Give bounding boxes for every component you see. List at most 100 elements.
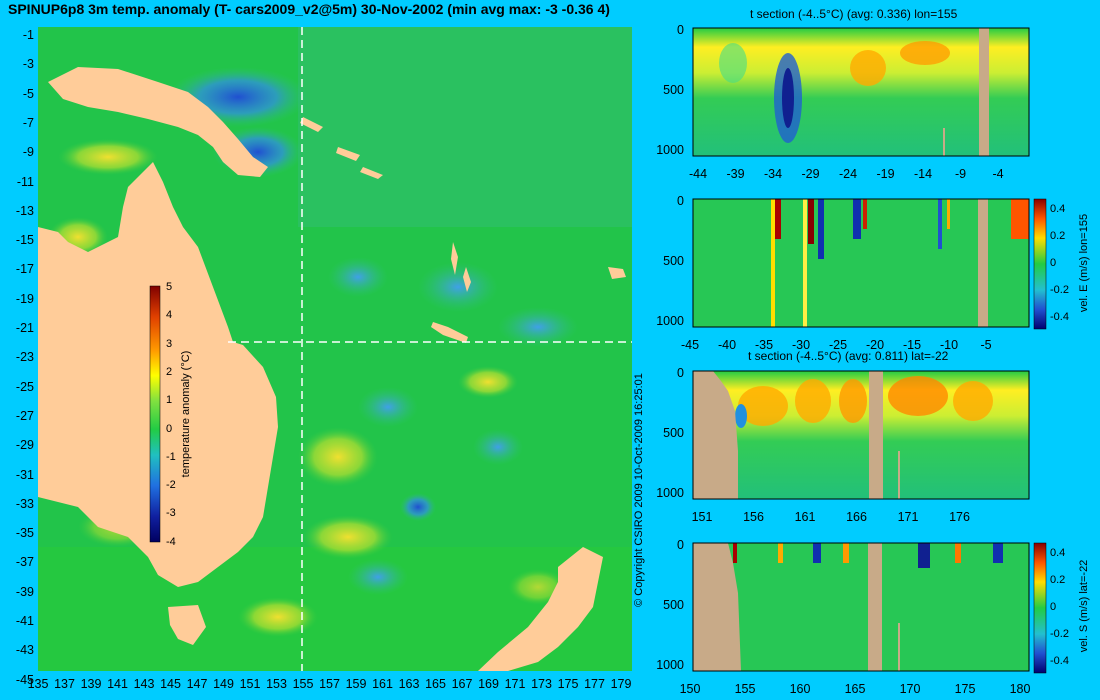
p1-y-tick: 0	[677, 23, 684, 37]
map-x-tick: 137	[54, 677, 75, 691]
p3-x-tick: 161	[794, 510, 816, 524]
solomon-islands	[300, 117, 383, 179]
map-x-tick: 135	[27, 677, 49, 691]
map-x-tick: 173	[531, 677, 552, 691]
panel-2-colorbar-label: vel. E (m/s) lon=155	[1078, 213, 1090, 313]
new-zealand-land	[478, 547, 603, 671]
p1-x-tick: -34	[763, 167, 783, 181]
p1-x-tick: -9	[954, 167, 967, 181]
map-colorbar-tick: 4	[166, 309, 173, 322]
map-colorbar-tick: 2	[166, 365, 173, 378]
p4-x-tick: 165	[844, 682, 866, 696]
p2-x-tick: -5	[980, 338, 992, 352]
new-caledonia-land	[431, 322, 468, 343]
map-y-tick: -13	[15, 203, 34, 218]
panel-3-plot	[692, 370, 1030, 500]
map-x-tick: 177	[584, 677, 605, 691]
map-x-tick: 175	[557, 677, 579, 691]
p2-cbar-tick: -0.4	[1050, 311, 1069, 323]
panel-1-plot	[692, 27, 1030, 157]
p4-x-tick: 180	[1009, 682, 1031, 696]
map-y-tick: -19	[15, 291, 34, 306]
p3-x-tick: 176	[949, 510, 970, 524]
map-x-tick: 167	[451, 677, 473, 691]
vanuatu-islands	[451, 242, 471, 292]
p1-x-tick: -24	[838, 167, 858, 181]
map-colorbar-tick: -3	[166, 507, 176, 520]
map-y-tick: -5	[22, 86, 34, 101]
map-x-tick: 161	[372, 677, 393, 691]
p1-y-tick: 500	[663, 83, 684, 97]
map-y-tick: -27	[15, 408, 34, 423]
map-x-tick: 147	[186, 677, 208, 691]
panel-3-title: t section (-4..5°C) (avg: 0.811) lat=-22	[748, 349, 949, 363]
p4-x-tick: 170	[899, 682, 921, 696]
map-x-tick: 165	[425, 677, 446, 691]
map-x-tick: 169	[478, 677, 499, 691]
map-colorbar	[149, 285, 161, 543]
p3-x-tick: 171	[897, 510, 919, 524]
map-y-tick: -21	[15, 321, 34, 335]
map-colorbar-tick: 0	[166, 422, 173, 435]
p2-x-tick: -15	[902, 338, 922, 352]
p2-x-tick: -45	[680, 338, 700, 352]
map-x-tick: 141	[107, 677, 128, 691]
map-x-tick: 171	[504, 677, 526, 691]
new-guinea-land	[48, 67, 268, 177]
p4-cbar-tick: 0	[1050, 601, 1057, 613]
p4-x-tick: 150	[679, 682, 701, 696]
panel-2-colorbar	[1033, 198, 1047, 330]
p2-cbar-tick: 0.4	[1050, 203, 1066, 215]
map-y-tick: -29	[15, 438, 34, 453]
map-y-tick: -41	[15, 614, 34, 628]
tasmania-land	[168, 605, 206, 645]
p3-y-tick: 500	[663, 426, 684, 440]
p3-x-tick: 151	[691, 510, 713, 524]
p2-x-tick: -40	[717, 338, 737, 352]
map-y-tick: -3	[22, 57, 34, 72]
p4-y-tick: 1000	[656, 658, 684, 672]
map-x-tick: 157	[319, 677, 340, 691]
map-y-tick: -31	[15, 467, 34, 482]
map-colorbar-tick: 3	[166, 337, 173, 350]
p2-x-tick: -10	[939, 338, 959, 352]
p2-cbar-tick: -0.2	[1050, 284, 1069, 296]
panel-4-colorbar	[1033, 542, 1047, 674]
map-y-tick: -7	[22, 115, 34, 130]
p2-cbar-tick: 0.2	[1050, 230, 1066, 242]
map-y-tick: -39	[15, 584, 34, 599]
map-colorbar-tick: -2	[166, 479, 176, 492]
p4-cbar-tick: 0.4	[1050, 547, 1066, 559]
copyright-text: © Copyright CSIRO 2009 10-Oct-2009 16:25…	[633, 373, 645, 607]
map-y-tick: -37	[15, 555, 34, 570]
map-x-tick: 151	[239, 677, 261, 691]
map-y-tick: -43	[15, 643, 34, 658]
p2-y-tick: 0	[677, 194, 684, 208]
map-y-tick: -35	[15, 526, 34, 541]
p1-x-tick: -29	[801, 167, 820, 181]
map-x-tick: 155	[292, 677, 314, 691]
map-x-tick: 145	[160, 677, 181, 691]
map-y-tick: -33	[15, 496, 34, 511]
panel-1-title: t section (-4..5°C) (avg: 0.336) lon=155	[750, 7, 958, 21]
map-colorbar-tick: 1	[166, 394, 173, 407]
panel-4-colorbar-label: vel. S (m/s) lat=-22	[1078, 559, 1090, 653]
map-colorbar-tick: -1	[166, 450, 176, 463]
map-x-tick: 159	[345, 677, 367, 691]
map-x-tick: 163	[398, 677, 420, 691]
map-y-tick: -9	[22, 145, 34, 160]
p4-x-tick: 175	[954, 682, 976, 696]
map-colorbar-label: temperature anomaly (°C)	[180, 350, 192, 478]
p2-y-tick: 500	[663, 254, 684, 268]
p3-x-tick: 166	[846, 510, 867, 524]
p4-cbar-tick: -0.4	[1050, 655, 1069, 667]
map-y-tick: -15	[15, 233, 34, 248]
p2-x-tick: -35	[754, 338, 774, 352]
map-x-tick: 143	[133, 677, 155, 691]
map-y-tick: -23	[15, 350, 34, 365]
p4-y-tick: 0	[677, 538, 684, 552]
map-x-tick: 153	[266, 677, 287, 691]
map-y-tick: -25	[15, 379, 34, 394]
map-x-tick: 179	[610, 677, 632, 691]
p4-x-tick: 160	[789, 682, 811, 696]
